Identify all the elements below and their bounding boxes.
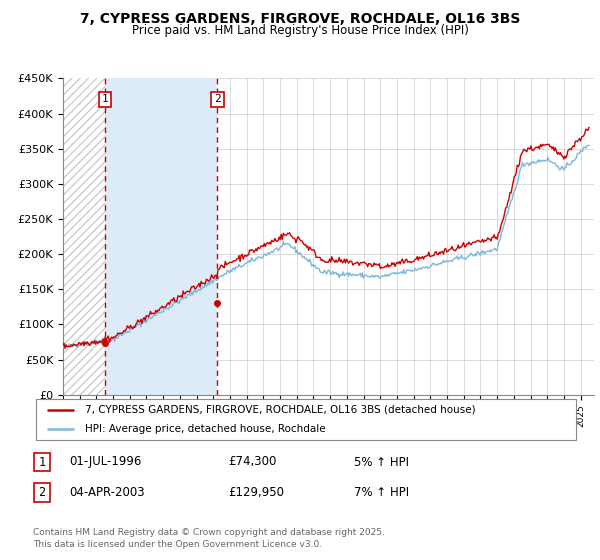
Text: HPI: Average price, detached house, Rochdale: HPI: Average price, detached house, Roch… bbox=[85, 424, 325, 434]
Text: £129,950: £129,950 bbox=[228, 486, 284, 500]
Bar bbox=[34, 452, 50, 472]
Text: 1: 1 bbox=[38, 455, 46, 469]
Text: 2: 2 bbox=[214, 95, 221, 105]
Text: 2: 2 bbox=[38, 486, 46, 500]
Bar bbox=[34, 483, 50, 502]
Text: Contains HM Land Registry data © Crown copyright and database right 2025.
This d: Contains HM Land Registry data © Crown c… bbox=[33, 528, 385, 549]
Text: 04-APR-2003: 04-APR-2003 bbox=[69, 486, 145, 500]
Text: 5% ↑ HPI: 5% ↑ HPI bbox=[354, 455, 409, 469]
Text: 7% ↑ HPI: 7% ↑ HPI bbox=[354, 486, 409, 500]
Text: 7, CYPRESS GARDENS, FIRGROVE, ROCHDALE, OL16 3BS (detached house): 7, CYPRESS GARDENS, FIRGROVE, ROCHDALE, … bbox=[85, 405, 475, 415]
Bar bbox=[63, 78, 105, 395]
Text: 7, CYPRESS GARDENS, FIRGROVE, ROCHDALE, OL16 3BS: 7, CYPRESS GARDENS, FIRGROVE, ROCHDALE, … bbox=[80, 12, 520, 26]
Text: £74,300: £74,300 bbox=[228, 455, 277, 469]
Bar bbox=[105, 78, 217, 395]
Text: Price paid vs. HM Land Registry's House Price Index (HPI): Price paid vs. HM Land Registry's House … bbox=[131, 24, 469, 36]
Text: 1: 1 bbox=[101, 95, 108, 105]
Text: 01-JUL-1996: 01-JUL-1996 bbox=[69, 455, 142, 469]
